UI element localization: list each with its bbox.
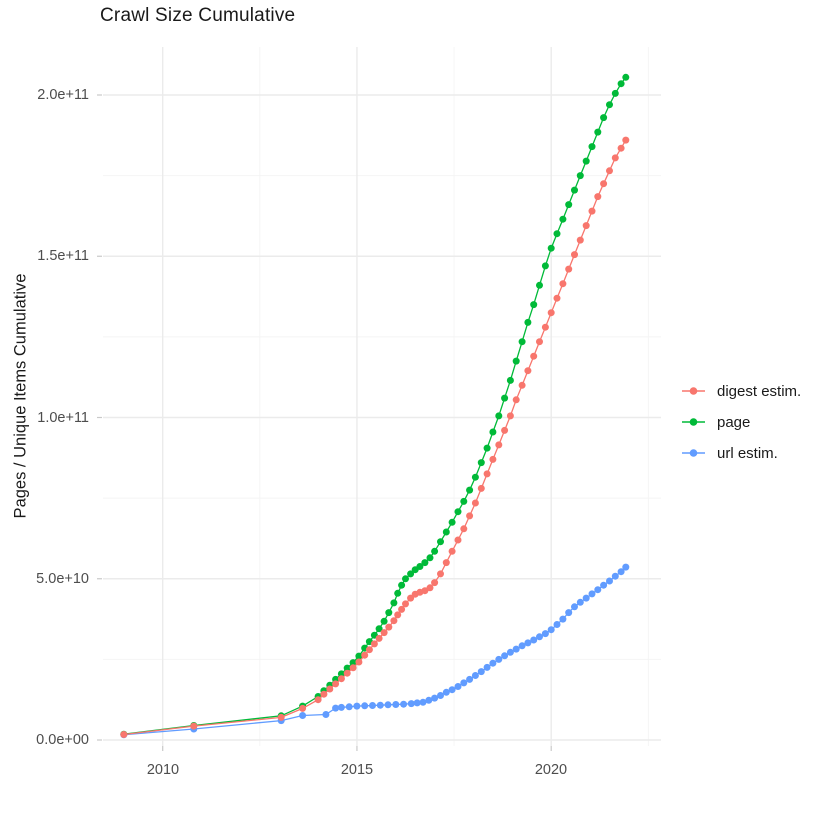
x-tick-label: 2010 (146, 762, 180, 778)
legend-label: url estim. (717, 444, 778, 462)
y-tick-label: 1.5e+11 (37, 248, 89, 264)
x-tick-label: 2020 (534, 762, 568, 778)
legend-item-page: page (681, 412, 801, 432)
y-tick-label: 1.0e+11 (37, 410, 89, 426)
y-axis-title: Pages / Unique Items Cumulative (11, 273, 30, 519)
y-tick-label: 2.0e+11 (37, 87, 89, 103)
legend-key-digest-icon (682, 387, 705, 395)
legend-label: page (717, 413, 751, 431)
chart-title: Crawl Size Cumulative (100, 5, 296, 26)
legend-key-page-icon (682, 418, 705, 426)
x-tick-label: 2015 (340, 762, 374, 778)
legend: digest estim. page url estim. (681, 381, 801, 474)
y-tick-label: 0.0e+00 (36, 732, 89, 748)
legend-item-url: url estim. (681, 443, 801, 463)
y-tick-label: 5.0e+10 (36, 571, 89, 587)
legend-key-url-icon (682, 449, 705, 457)
legend-item-digest: digest estim. (681, 381, 801, 401)
legend-label: digest estim. (717, 382, 802, 400)
